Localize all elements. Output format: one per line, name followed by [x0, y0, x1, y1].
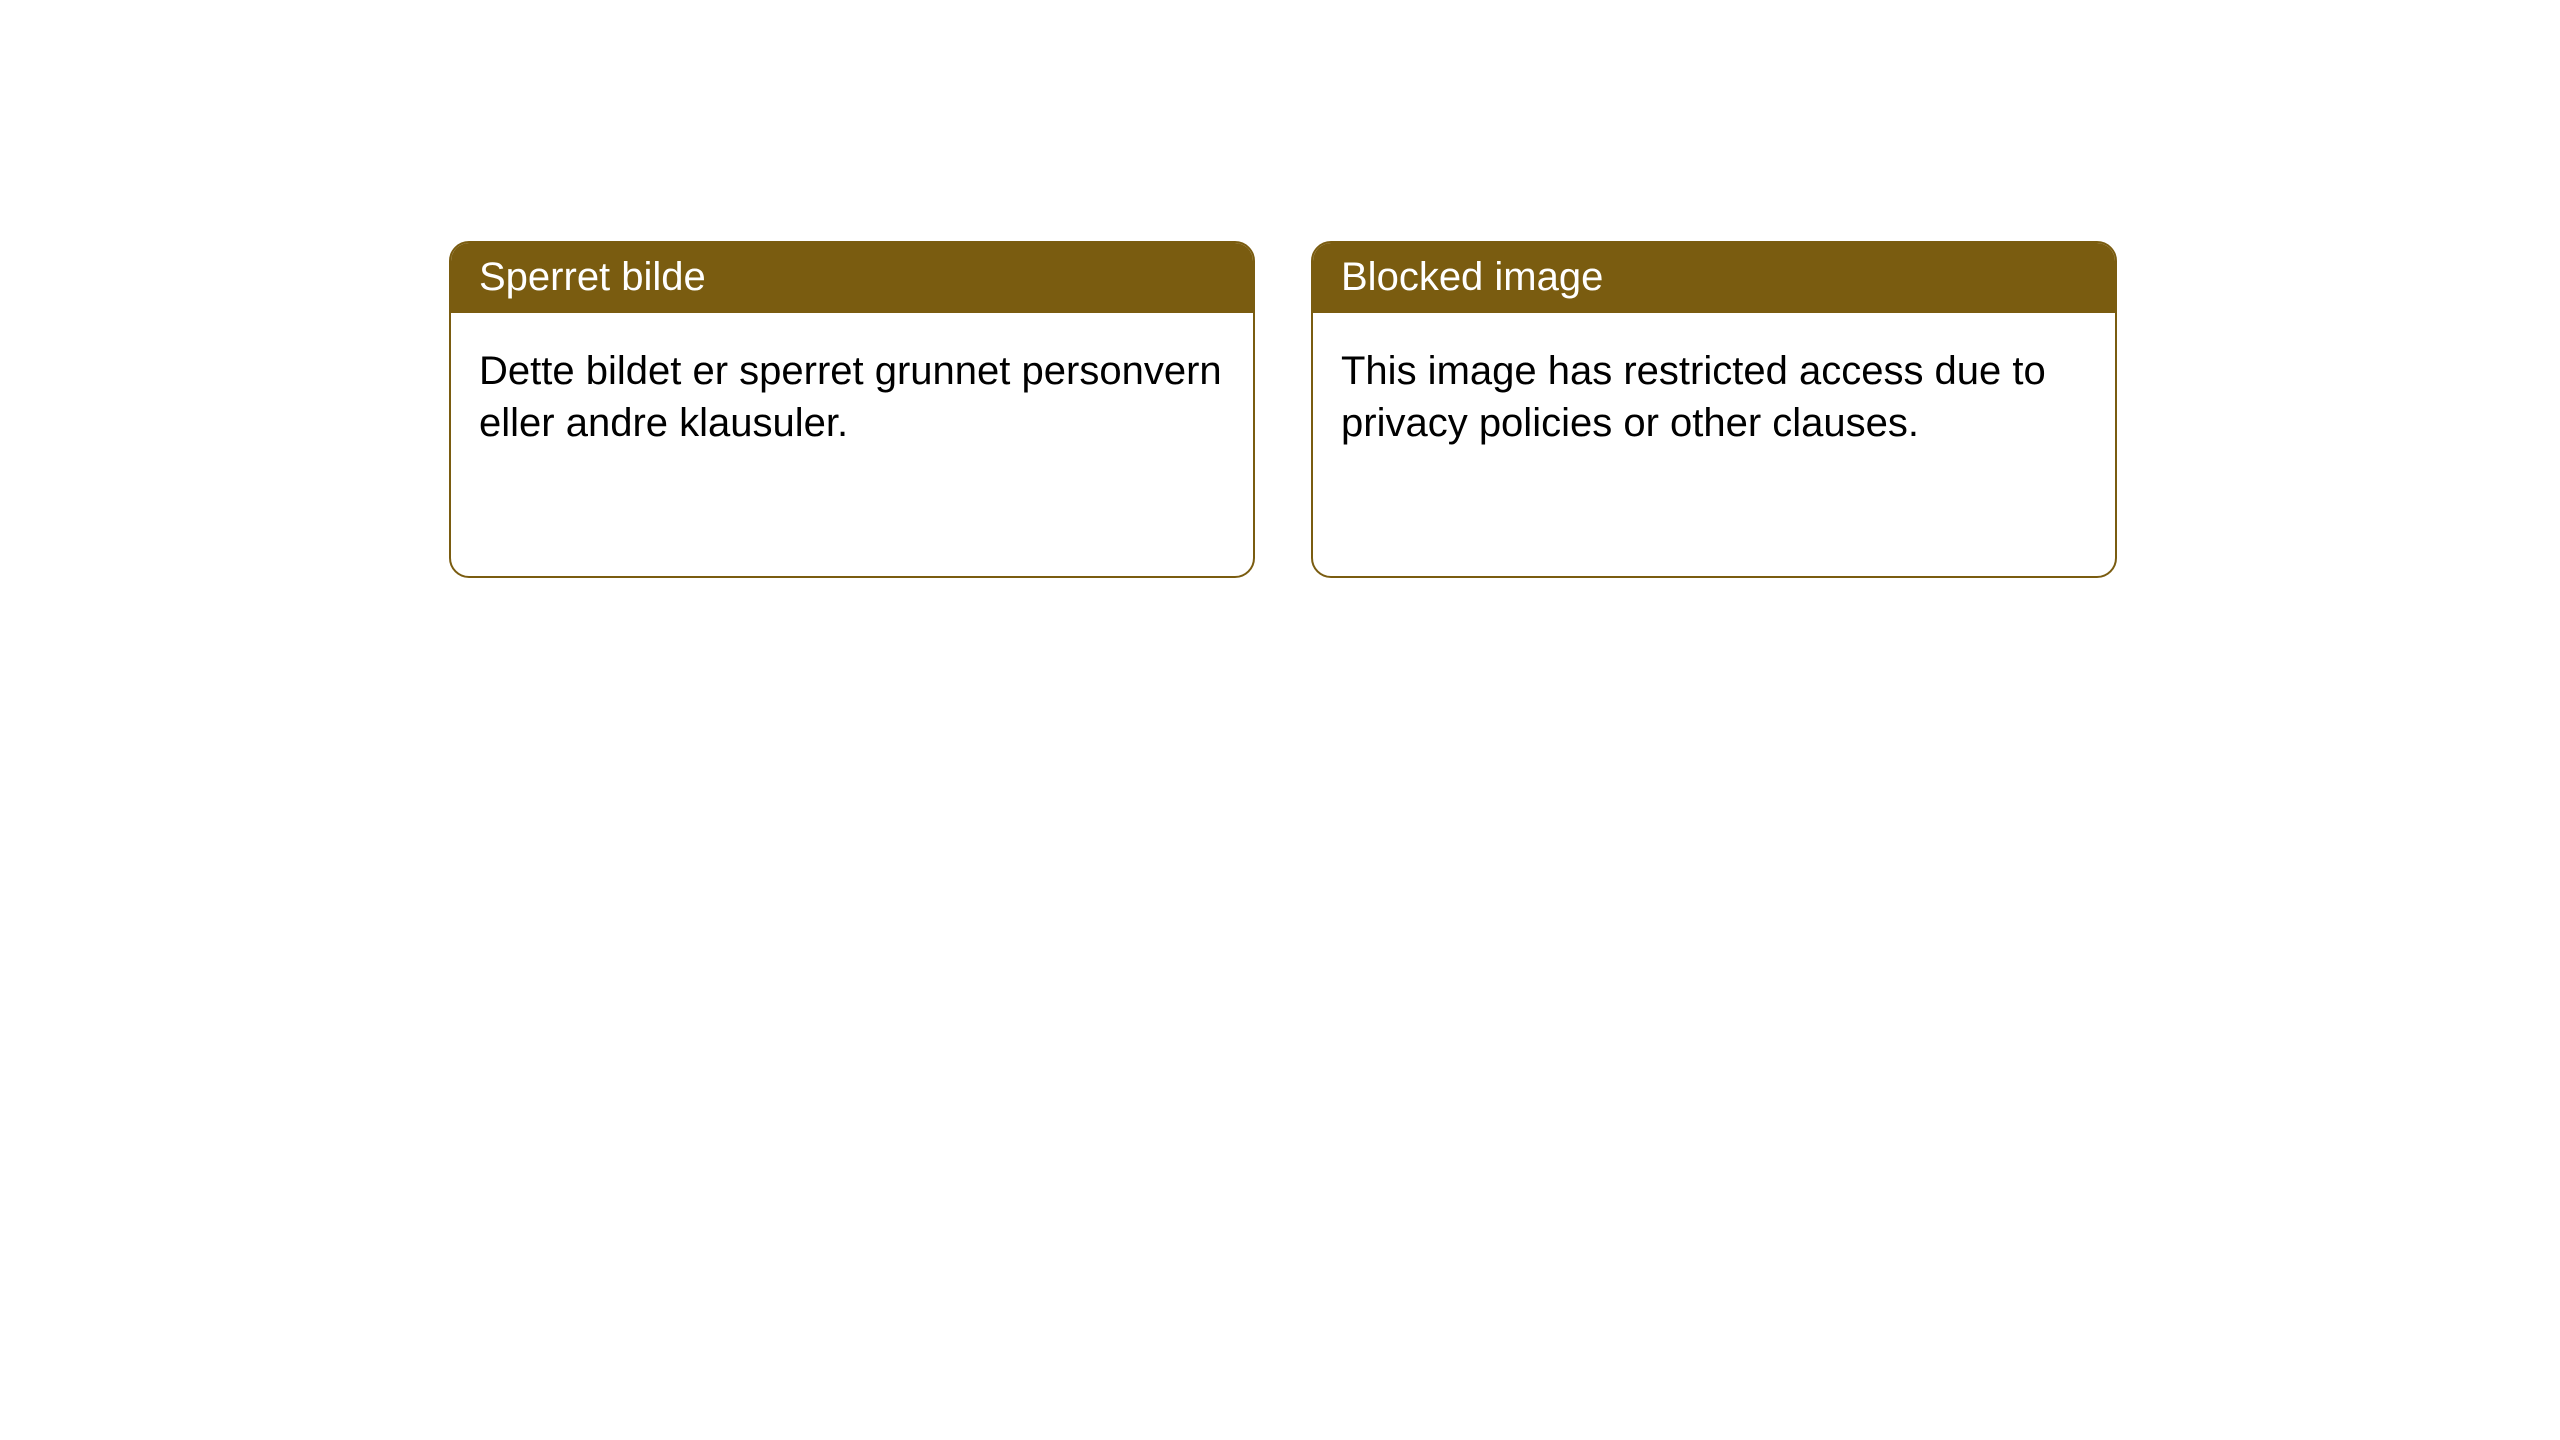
notice-header-english: Blocked image — [1313, 243, 2115, 313]
notice-body-norwegian: Dette bildet er sperret grunnet personve… — [451, 313, 1253, 481]
notice-container: Sperret bilde Dette bildet er sperret gr… — [449, 241, 2117, 578]
notice-body-english: This image has restricted access due to … — [1313, 313, 2115, 481]
notice-card-english: Blocked image This image has restricted … — [1311, 241, 2117, 578]
notice-header-norwegian: Sperret bilde — [451, 243, 1253, 313]
notice-card-norwegian: Sperret bilde Dette bildet er sperret gr… — [449, 241, 1255, 578]
